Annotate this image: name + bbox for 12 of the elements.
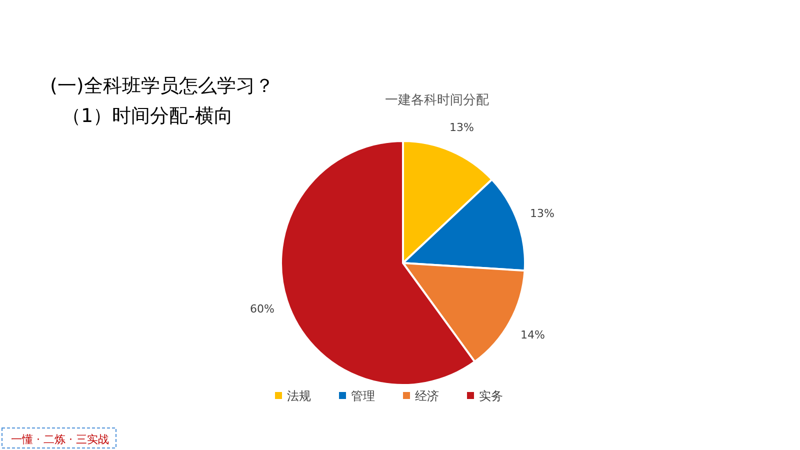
text: （1）时间分配-横向: [62, 105, 233, 127]
legend-label: 法规: [287, 389, 311, 403]
text: (一)全科班学员怎么学习？: [50, 75, 274, 97]
legend-label: 管理: [351, 389, 375, 403]
data-label: 13%: [450, 121, 474, 134]
legend-label: 实务: [479, 389, 503, 403]
data-label: 14%: [520, 328, 545, 342]
data-label: 60%: [250, 302, 274, 316]
legend-label: 经济: [415, 389, 439, 403]
data-label: 13%: [530, 206, 554, 220]
chart-title: 一建各科时间分配: [385, 93, 489, 108]
text: 一懂 · 二炼 · 三实战: [11, 433, 109, 446]
